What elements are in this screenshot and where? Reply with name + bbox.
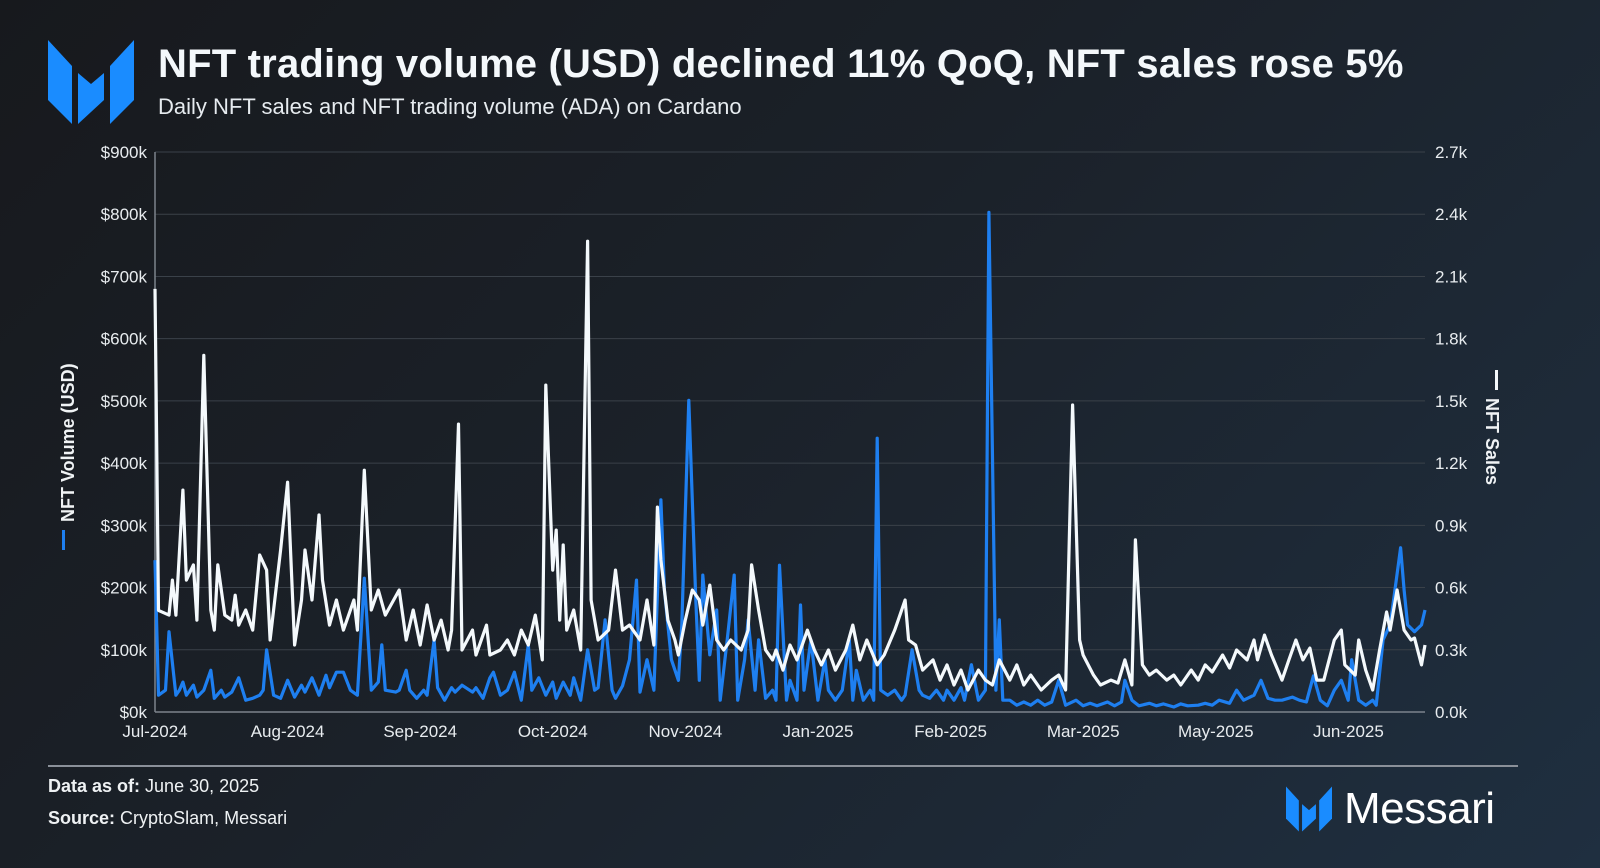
sales-legend-swatch xyxy=(1495,370,1498,390)
x-axis-ticks: Jul-2024 Aug-2024 Sep-2024 Oct-2024 Nov-2024… xyxy=(122,722,1383,741)
data-as-of-value: June 30, 2025 xyxy=(145,776,260,796)
left-axis-ticks: $0k $100k $200k $300k $400k $500k $600k $700k $8… xyxy=(101,143,148,722)
left-tick-label: $0k xyxy=(120,703,148,722)
chart: $0k $100k $200k $300k $400k $500k $600k $700k $8… xyxy=(58,143,1502,741)
x-tick-label: Oct-2024 xyxy=(518,722,588,741)
x-tick-label: Aug-2024 xyxy=(251,722,325,741)
x-tick-label: Jun-2025 xyxy=(1313,722,1384,741)
right-tick-label: 0.0k xyxy=(1435,703,1468,722)
source: Source: CryptoSlam, Messari xyxy=(48,808,287,829)
brand-name: Messari xyxy=(1344,784,1495,833)
footer-divider xyxy=(48,765,1518,767)
sales-series-line xyxy=(153,239,1427,692)
x-tick-label: May-2025 xyxy=(1178,722,1254,741)
x-tick-label: Sep-2024 xyxy=(383,722,457,741)
messari-logo-icon xyxy=(48,40,134,124)
messari-brand: Messari xyxy=(1286,784,1495,833)
right-tick-label: 2.1k xyxy=(1435,267,1468,286)
right-tick-label: 1.5k xyxy=(1435,392,1468,411)
left-tick-label: $900k xyxy=(101,143,148,162)
data-as-of-label: Data as of: xyxy=(48,776,141,796)
right-axis-ticks: 0.0k 0.3k 0.6k 0.9k 1.2k 1.5k 1.8k 2.1k 2.4k 2.7k xyxy=(1435,143,1468,722)
left-tick-label: $800k xyxy=(101,205,148,224)
right-tick-label: 2.7k xyxy=(1435,143,1468,162)
volume-legend-swatch xyxy=(62,530,65,550)
x-tick-label: Mar-2025 xyxy=(1047,722,1120,741)
left-tick-label: $200k xyxy=(101,579,148,598)
left-axis-title: NFT Volume (USD) xyxy=(58,363,78,550)
right-axis-title: NFT Sales xyxy=(1482,370,1502,485)
x-tick-label: Nov-2024 xyxy=(649,722,723,741)
right-axis-label: NFT Sales xyxy=(1482,398,1502,485)
source-label: Source: xyxy=(48,808,116,828)
volume-series-line xyxy=(153,210,1427,709)
left-axis-label: NFT Volume (USD) xyxy=(58,363,78,522)
right-tick-label: 1.2k xyxy=(1435,454,1468,473)
left-tick-label: $600k xyxy=(101,330,148,349)
left-tick-label: $700k xyxy=(101,267,148,286)
data-as-of: Data as of: June 30, 2025 xyxy=(48,776,259,797)
x-tick-label: Jan-2025 xyxy=(783,722,854,741)
messari-brand-icon xyxy=(1286,786,1332,832)
series-lines xyxy=(153,210,1427,709)
x-tick-label: Feb-2025 xyxy=(914,722,987,741)
right-tick-label: 0.3k xyxy=(1435,641,1468,660)
right-tick-label: 2.4k xyxy=(1435,205,1468,224)
left-tick-label: $300k xyxy=(101,516,148,535)
left-tick-label: $400k xyxy=(101,454,148,473)
right-tick-label: 1.8k xyxy=(1435,330,1468,349)
left-tick-label: $100k xyxy=(101,641,148,660)
x-tick-label: Jul-2024 xyxy=(122,722,187,741)
right-tick-label: 0.6k xyxy=(1435,579,1468,598)
chart-title: NFT trading volume (USD) declined 11% Qo… xyxy=(158,42,1404,86)
left-tick-label: $500k xyxy=(101,392,148,411)
chart-subtitle: Daily NFT sales and NFT trading volume (… xyxy=(158,94,742,119)
source-value: CryptoSlam, Messari xyxy=(120,808,288,828)
right-tick-label: 0.9k xyxy=(1435,516,1468,535)
